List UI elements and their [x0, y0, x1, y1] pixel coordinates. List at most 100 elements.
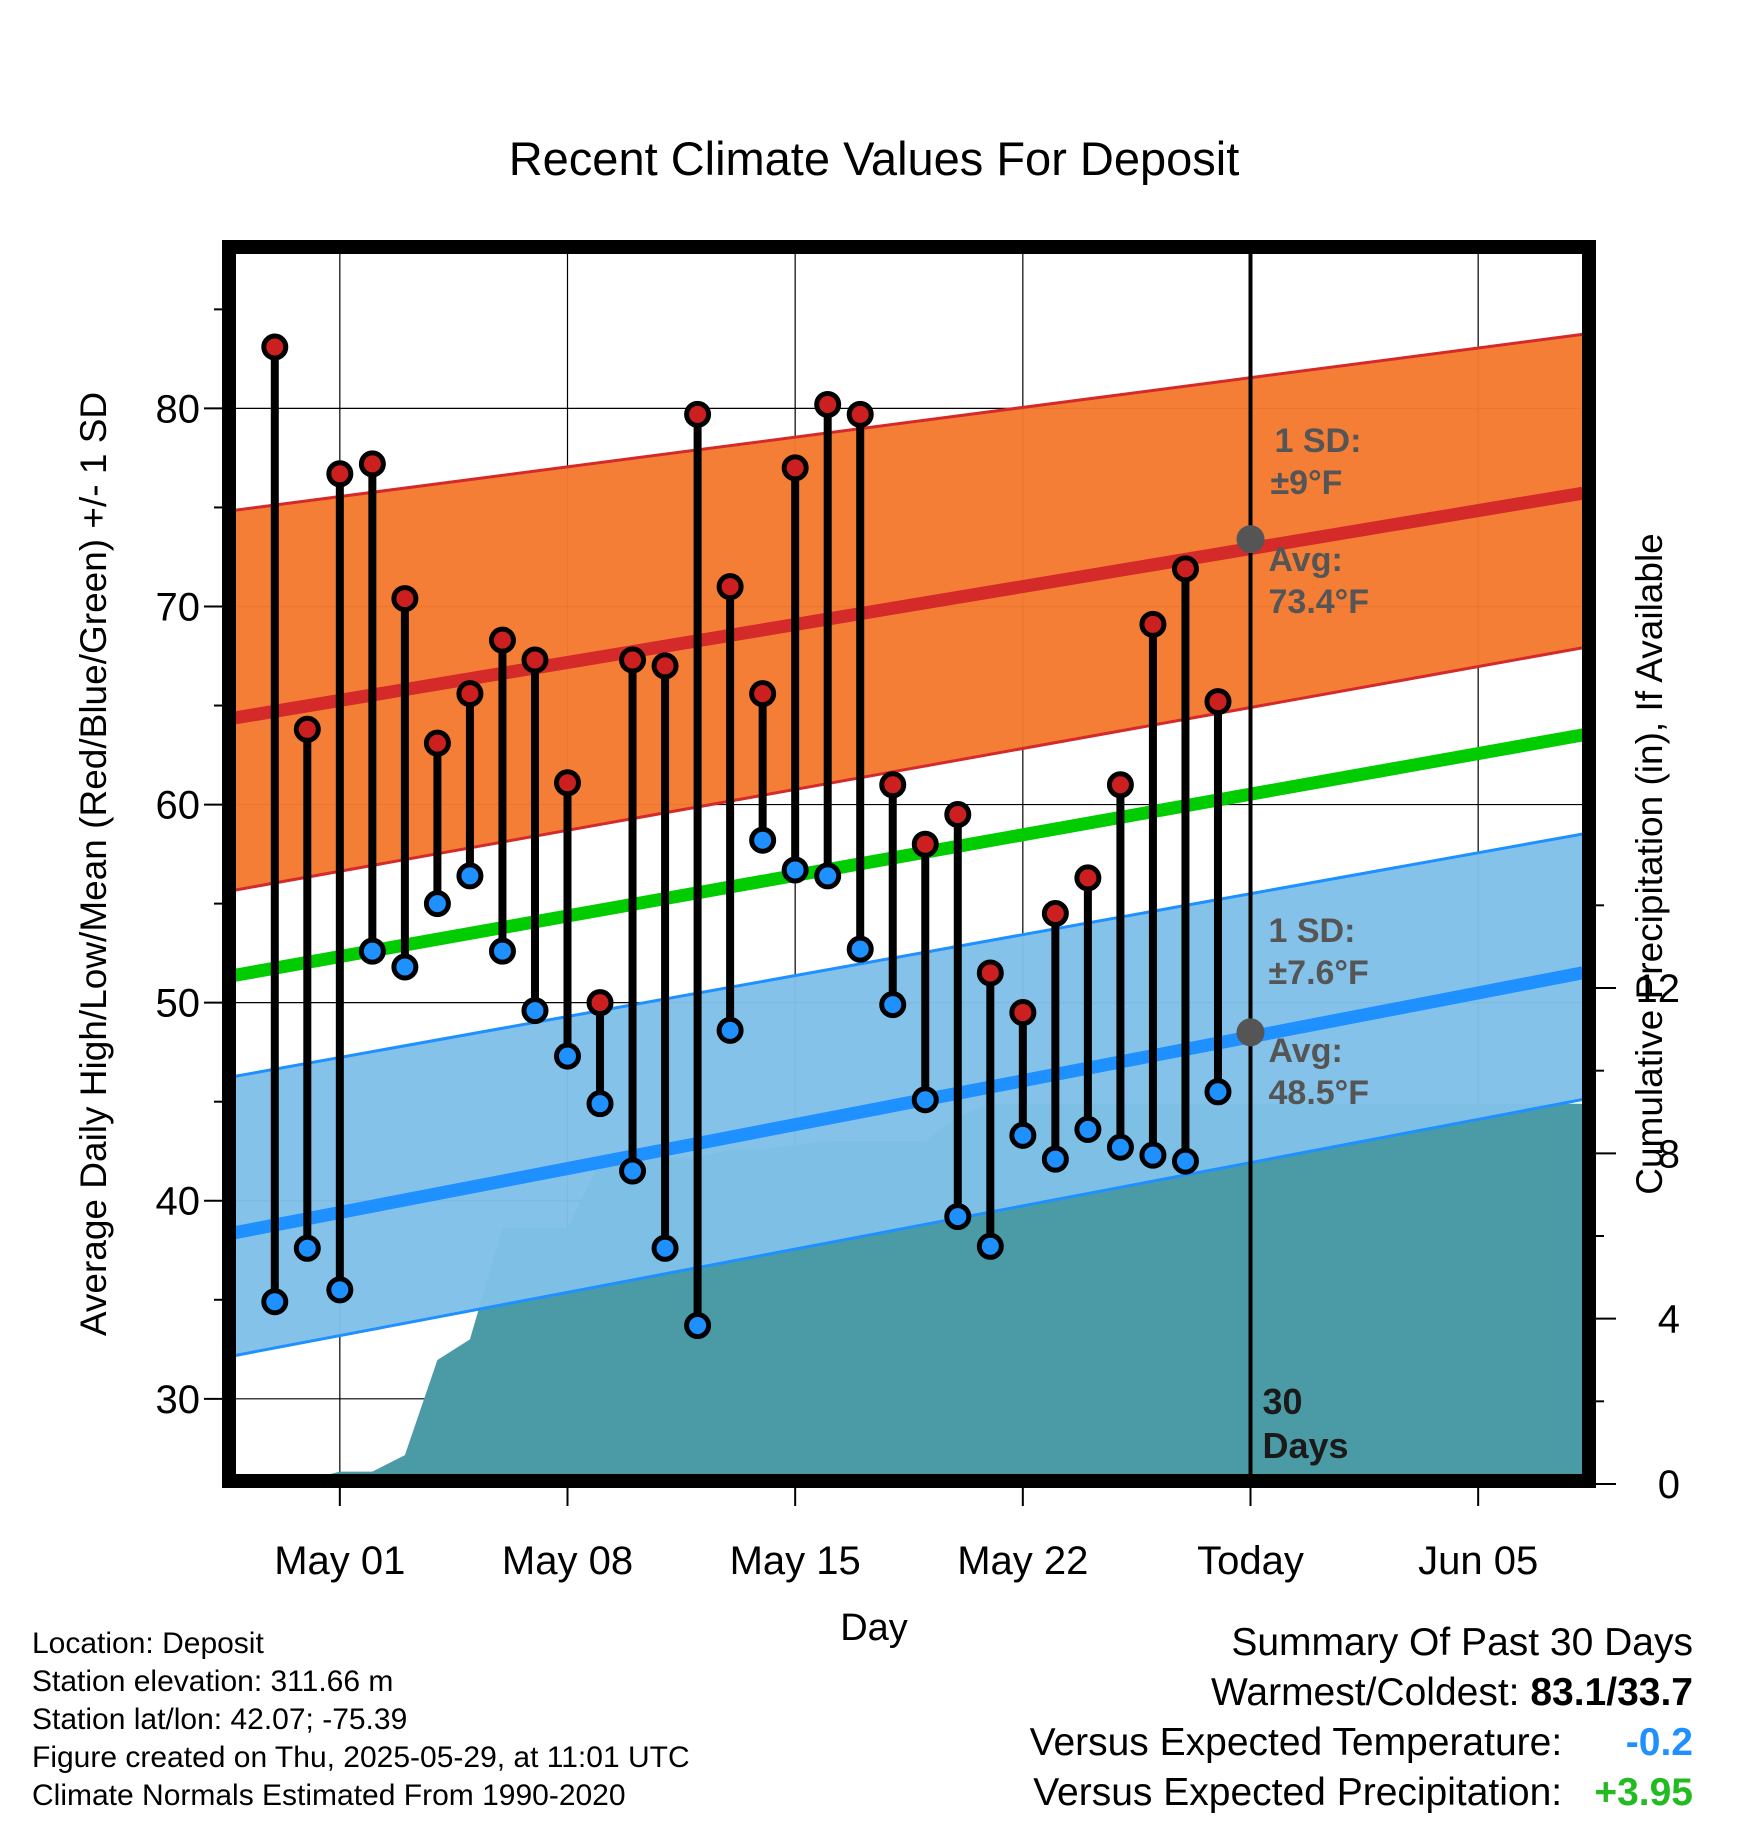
y-right-tick-label: 4: [1658, 1298, 1680, 1342]
daily-low-point: [586, 1090, 614, 1118]
y-right-axis-label: Cumulative Precipitation (in), If Availa…: [1629, 533, 1670, 1195]
daily-low-point: [423, 890, 451, 918]
daily-high-point: [1074, 864, 1102, 892]
latlon-text: Station lat/lon: 42.07; -75.39: [32, 1703, 408, 1736]
daily-high-point: [846, 400, 874, 428]
temp-anomaly-label: Versus Expected Temperature:: [1029, 1721, 1563, 1764]
daily-low-point: [944, 1203, 972, 1231]
x-axis-label: Day: [840, 1607, 908, 1649]
y-tick-label: 50: [156, 982, 201, 1026]
daily-low-point: [749, 826, 777, 854]
daily-low-point: [846, 935, 874, 963]
y-right-tick-label: 0: [1658, 1463, 1680, 1507]
high-sd-band: [226, 333, 1592, 892]
y-tick-label: 60: [156, 784, 201, 828]
daily-low-point: [261, 1288, 289, 1316]
daily-low-point: [358, 937, 386, 965]
plot-inner: 1 SD: ±9°F Avg: 73.4°F 1 SD: ±7.6°F Avg: 48.5°F…: [226, 244, 1592, 1484]
daily-low-point: [716, 1016, 744, 1044]
temp-anomaly-value: -0.2: [1625, 1721, 1693, 1764]
daily-high-point: [326, 460, 354, 488]
high-sd-value: ±9°F: [1271, 464, 1343, 502]
daily-high-point: [488, 626, 516, 654]
daily-low-point: [456, 862, 484, 890]
summary-row-precip: Versus Expected Precipitation: +3.95: [1030, 1768, 1693, 1818]
warmest-coldest-value: 83.1/33.7: [1530, 1671, 1693, 1714]
daily-high-point: [976, 959, 1004, 987]
daily-high-point: [1106, 771, 1134, 799]
station-info: Location: Deposit Station elevation: 311…: [32, 1625, 690, 1815]
normals-text: Climate Normals Estimated From 1990-2020: [32, 1779, 626, 1812]
daily-high-point: [651, 652, 679, 680]
daily-high-point: [619, 646, 647, 674]
period-days-label: Days: [1263, 1425, 1349, 1466]
normal-high-line: [226, 485, 1592, 726]
low-sd-label: 1 SD:: [1269, 912, 1356, 950]
daily-high-point: [1041, 900, 1069, 928]
high-sd-label: 1 SD:: [1275, 422, 1362, 460]
daily-high-point: [456, 680, 484, 708]
plot-frame: [222, 240, 1596, 1488]
daily-low-point: [1009, 1121, 1037, 1149]
low-avg-value: 48.5°F: [1269, 1074, 1370, 1112]
daily-high-point: [1139, 610, 1167, 638]
daily-high-point: [423, 729, 451, 757]
period-days-number: 30: [1263, 1381, 1303, 1422]
daily-high-point: [521, 646, 549, 674]
daily-high-point: [944, 800, 972, 828]
daily-high-point: [391, 585, 419, 613]
daily-low-point: [326, 1276, 354, 1304]
daily-low-point: [488, 937, 516, 965]
daily-low-point: [619, 1157, 647, 1185]
low-sd-band-upper-edge: [226, 830, 1592, 1080]
daily-high-point: [1204, 688, 1232, 716]
daily-low-point: [879, 991, 907, 1019]
daily-high-point: [1009, 999, 1037, 1027]
summary-title: Summary Of Past 30 Days: [1231, 1621, 1693, 1664]
daily-low-point: [684, 1312, 712, 1340]
daily-high-point: [554, 769, 581, 797]
low-avg-label: Avg:: [1269, 1032, 1343, 1070]
daily-high-point: [814, 390, 842, 418]
daily-high-point: [749, 680, 777, 708]
y-tick-label: 30: [156, 1378, 201, 1422]
daily-low-point: [1139, 1141, 1167, 1169]
daily-low-point: [554, 1042, 581, 1070]
daily-low-point: [1041, 1145, 1069, 1173]
x-tick-label: May 08: [502, 1539, 633, 1583]
y-right-tick-label: 8: [1658, 1132, 1680, 1176]
daily-low-point: [1106, 1133, 1134, 1161]
daily-low-point: [1171, 1147, 1199, 1175]
x-tick-label: May 15: [730, 1539, 861, 1583]
daily-high-point: [684, 400, 712, 428]
daily-low-point: [391, 953, 419, 981]
daily-high-point: [879, 771, 907, 799]
created-text: Figure created on Thu, 2025-05-29, at 11…: [32, 1741, 690, 1774]
daily-high-point: [1171, 555, 1199, 583]
summary-row-extremes: Warmest/Coldest: 83.1/33.7: [1030, 1668, 1693, 1718]
daily-high-point: [358, 450, 386, 478]
y-axis-label: Average Daily High/Low/Mean (Red/Blue/Gr…: [73, 392, 114, 1336]
y-tick-label: 40: [156, 1180, 201, 1224]
summary-row-temp: Versus Expected Temperature: -0.2: [1030, 1718, 1693, 1768]
x-tick-label: May 01: [274, 1539, 405, 1583]
x-tick-label: May 22: [957, 1539, 1088, 1583]
daily-low-point: [976, 1232, 1004, 1260]
daily-low-point: [1074, 1115, 1102, 1143]
precip-anomaly-label: Versus Expected Precipitation:: [1033, 1771, 1563, 1814]
daily-high-point: [911, 830, 939, 858]
high-sd-band-lower-edge: [226, 644, 1592, 894]
high-sd-band-upper-edge: [226, 331, 1592, 513]
normal-mean-line: [226, 726, 1592, 984]
daily-low-point: [293, 1234, 321, 1262]
daily-high-point: [293, 715, 321, 743]
today-low-avg-marker: [1236, 1018, 1265, 1047]
low-sd-value: ±7.6°F: [1269, 954, 1369, 992]
daily-high-point: [261, 333, 289, 361]
elevation-text: Station elevation: 311.66 m: [32, 1665, 394, 1698]
y-right-tick-label: 12: [1636, 967, 1681, 1011]
daily-low-point: [781, 856, 809, 884]
location-text: Location: Deposit: [32, 1627, 264, 1660]
precip-anomaly-value: +3.95: [1594, 1771, 1693, 1814]
